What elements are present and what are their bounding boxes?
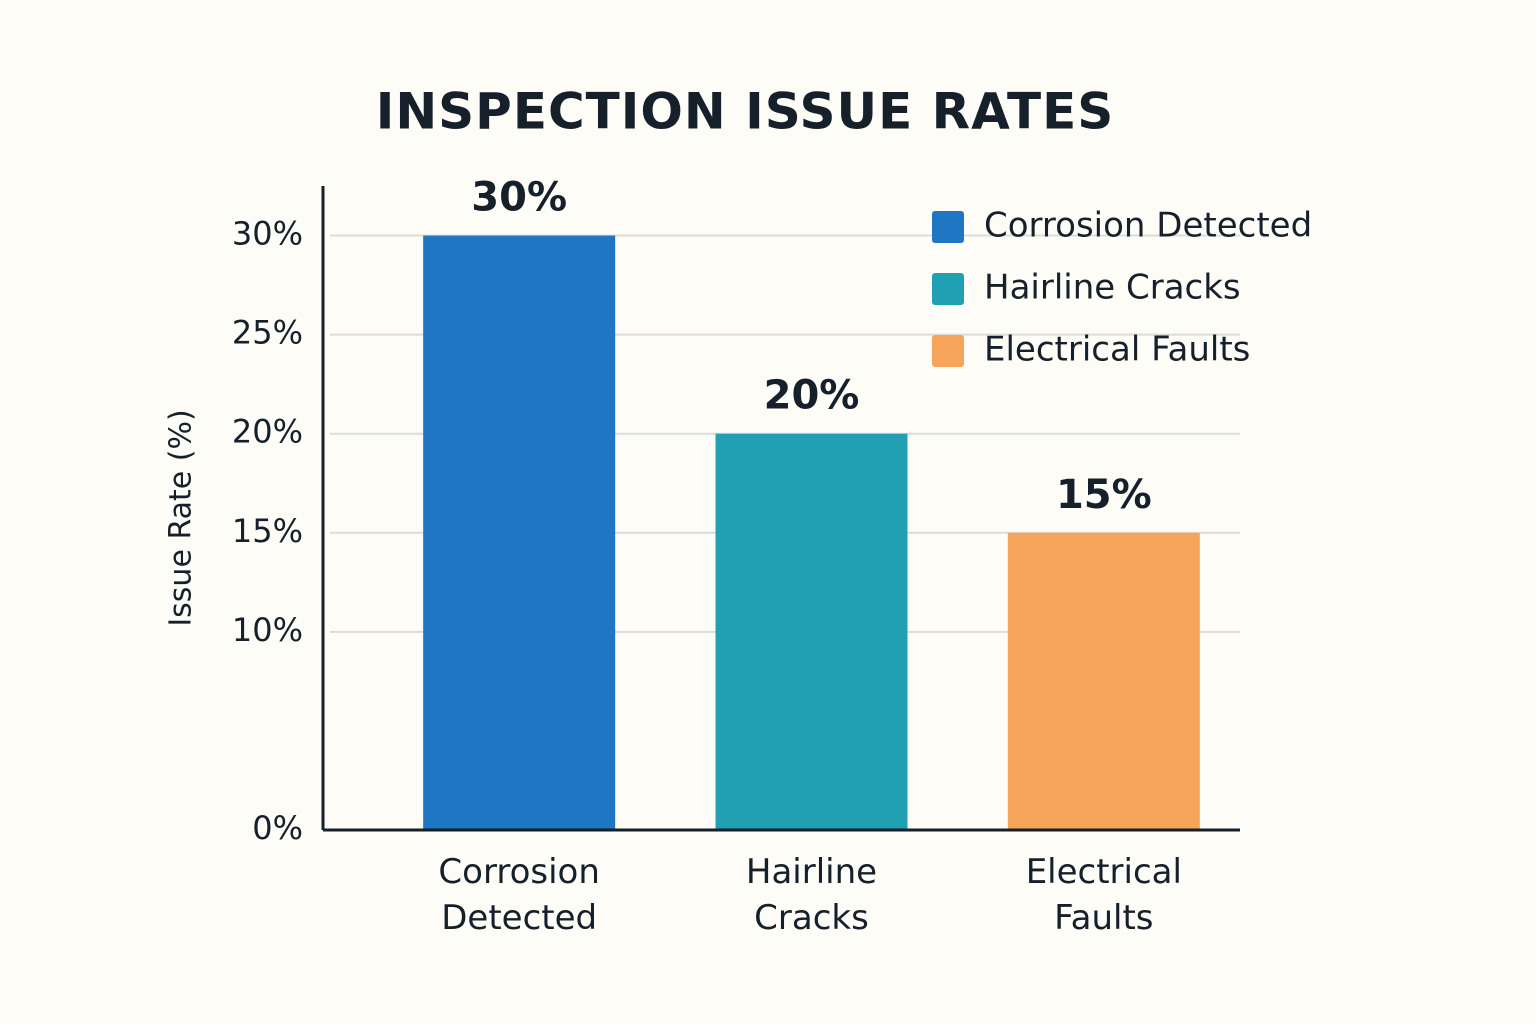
bar	[1007, 532, 1200, 830]
y-tick-label: 15%	[232, 512, 303, 550]
data-label: 20%	[764, 373, 860, 419]
y-tick-label: 20%	[232, 413, 303, 451]
y-axis-title: Issue Rate (%)	[164, 409, 199, 626]
x-tick-label: Electrical Faults	[1025, 852, 1182, 938]
x-tick-label: Hairline Cracks	[745, 852, 878, 938]
legend-swatch	[932, 211, 964, 243]
y-tick-label: 0%	[252, 809, 303, 847]
legend-label: Corrosion Detected	[984, 206, 1312, 246]
y-tick-label: 25%	[232, 314, 303, 352]
chart-title: INSPECTION ISSUE RATES	[376, 83, 1115, 141]
data-label: 30%	[471, 175, 567, 221]
bar	[715, 433, 908, 830]
legend-swatch	[932, 273, 964, 305]
legend-swatch	[932, 335, 964, 367]
data-label: 15%	[1056, 472, 1152, 518]
bar	[423, 235, 616, 831]
y-tick-label: 10%	[232, 611, 303, 649]
legend-label: Electrical Faults	[984, 330, 1250, 370]
legend-label: Hairline Cracks	[984, 268, 1241, 308]
x-tick-label: Corrosion Detected	[438, 852, 600, 938]
y-tick-label: 30%	[232, 215, 303, 253]
